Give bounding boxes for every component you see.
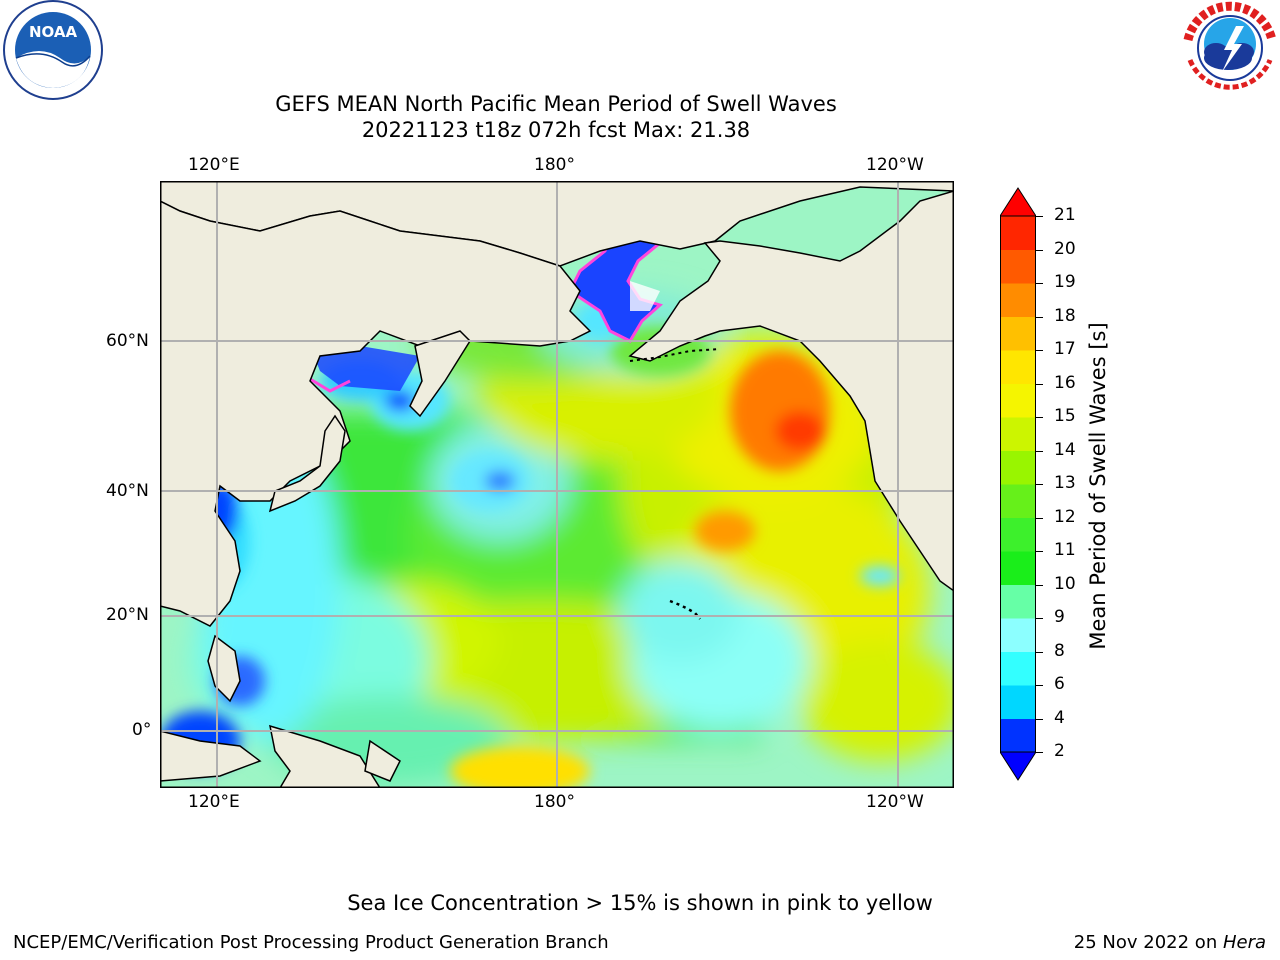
colorbar-band	[1000, 584, 1036, 619]
colorbar-tick-mark	[1036, 584, 1043, 586]
colorbar-tick-mark	[1036, 350, 1043, 351]
colorbar-tick-label: 13	[1054, 473, 1076, 493]
colorbar-tick-label: 19	[1054, 272, 1076, 292]
colorbar-tick-mark	[1036, 551, 1043, 552]
map-panel	[160, 181, 954, 788]
colorbar-tick-mark	[1036, 283, 1043, 284]
colorbar	[999, 186, 1037, 782]
colorbar-band	[1000, 618, 1036, 652]
colorbar-band	[1000, 216, 1036, 250]
colorbar-band	[1000, 551, 1036, 585]
colorbar-tick-mark	[1036, 383, 1043, 385]
colorbar-band	[1000, 685, 1036, 719]
colorbar-under-arrow	[999, 751, 1037, 781]
colorbar-tick-mark	[1036, 249, 1043, 251]
colorbar-band	[1000, 383, 1036, 418]
noaa-logo: NOAA	[2, 0, 104, 102]
colorbar-tick-mark	[1036, 316, 1043, 318]
bottom-tick-180: 180°	[534, 792, 575, 812]
colorbar-band	[1000, 517, 1036, 552]
date-text: 25 Nov 2022 on	[1073, 932, 1223, 953]
lat-tick-60n: 60°N	[106, 331, 149, 351]
colorbar-band	[1000, 718, 1036, 753]
sea-ice-note: Sea Ice Concentration > 15% is shown in …	[347, 891, 933, 915]
nws-logo	[1178, 0, 1280, 100]
colorbar-tick-mark	[1036, 618, 1043, 619]
colorbar-band	[1000, 484, 1036, 518]
colorbar-band	[1000, 283, 1036, 317]
colorbar-band	[1000, 417, 1036, 451]
colorbar-label: Mean Period of Swell Waves [s]	[1086, 322, 1110, 650]
colorbar-tick-label: 16	[1054, 372, 1076, 393]
colorbar-tick-label: 11	[1054, 540, 1076, 560]
colorbar-band	[1000, 249, 1036, 284]
colorbar-band	[1000, 450, 1036, 485]
colorbar-band	[1000, 316, 1036, 351]
colorbar-band	[1000, 651, 1036, 686]
colorbar-tick-label: 17	[1054, 339, 1076, 359]
colorbar-tick-label: 4	[1054, 707, 1065, 728]
bottom-tick-120e: 120°E	[188, 792, 240, 812]
colorbar-tick-mark	[1036, 752, 1043, 753]
graticule	[160, 181, 954, 788]
colorbar-tick-mark	[1036, 718, 1043, 720]
colorbar-tick-label: 12	[1054, 506, 1076, 527]
colorbar-tick-mark	[1036, 484, 1043, 485]
machine-name: Hera	[1222, 932, 1266, 953]
colorbar-tick-label: 20	[1054, 238, 1076, 259]
colorbar-tick-label: 21	[1054, 205, 1076, 225]
lat-tick-40n: 40°N	[106, 481, 149, 501]
colorbar-tick-label: 6	[1054, 674, 1065, 694]
colorbar-tick-label: 10	[1054, 573, 1076, 594]
map-svg	[160, 181, 954, 788]
colorbar-tick-label: 2	[1054, 741, 1065, 761]
colorbar-tick-label: 15	[1054, 406, 1076, 426]
colorbar-tick-label: 8	[1054, 640, 1065, 661]
colorbar-tick-mark	[1036, 417, 1043, 418]
chart-title: GEFS MEAN North Pacific Mean Period of S…	[275, 92, 837, 116]
colorbar-tick-label: 18	[1054, 305, 1076, 326]
top-tick-120e: 120°E	[188, 155, 240, 175]
top-tick-120w: 120°W	[866, 155, 924, 175]
lat-tick-20n: 20°N	[106, 605, 149, 625]
bottom-tick-120w: 120°W	[866, 792, 924, 812]
colorbar-tick-mark	[1036, 651, 1043, 653]
colorbar-tick-mark	[1036, 450, 1043, 452]
colorbar-tick-mark	[1036, 216, 1043, 217]
colorbar-tick-mark	[1036, 685, 1043, 686]
date-line: 25 Nov 2022 on Hera	[1074, 932, 1266, 953]
colorbar-tick-label: 9	[1054, 607, 1065, 627]
credit-line: NCEP/EMC/Verification Post Processing Pr…	[13, 932, 609, 953]
colorbar-tick-label: 14	[1054, 439, 1076, 460]
lat-tick-0: 0°	[132, 720, 152, 740]
noaa-logo-text: NOAA	[29, 23, 78, 41]
colorbar-tick-mark	[1036, 517, 1043, 519]
chart-subtitle: 20221123 t18z 072h fcst Max: 21.38	[361, 118, 751, 142]
colorbar-frame	[1000, 215, 1036, 753]
top-tick-180: 180°	[534, 155, 575, 175]
colorbar-band	[1000, 350, 1036, 384]
colorbar-over-arrow	[999, 187, 1037, 217]
